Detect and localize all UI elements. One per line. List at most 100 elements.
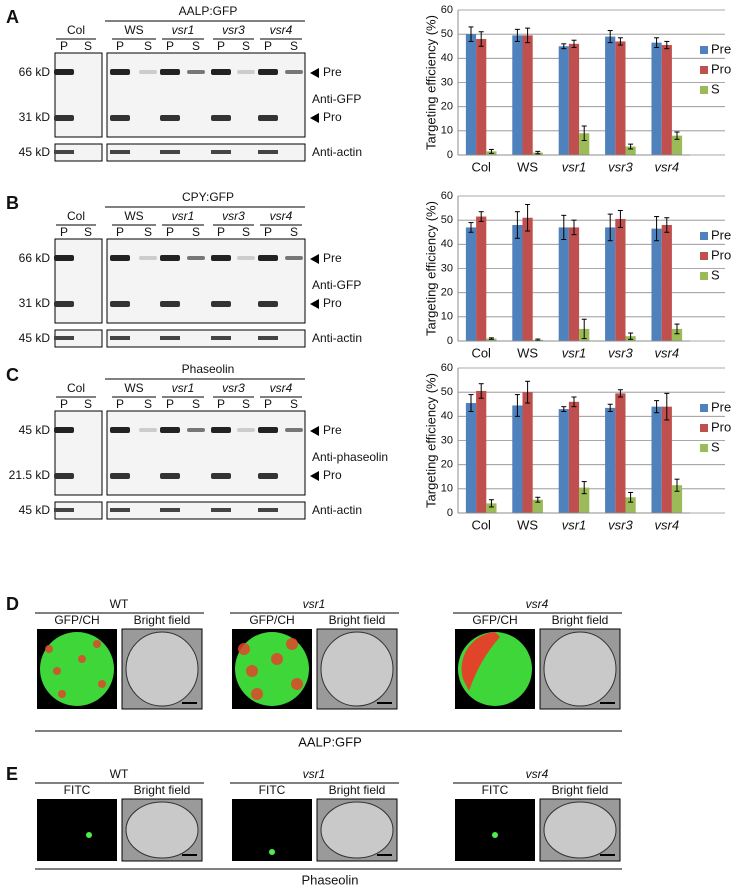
error-bar	[607, 213, 613, 242]
band	[258, 427, 278, 433]
bar	[558, 227, 569, 341]
bar	[532, 499, 543, 513]
chloroplast-signal	[78, 655, 86, 663]
bar	[671, 328, 683, 341]
band	[160, 301, 180, 307]
band	[160, 255, 180, 261]
construct-label: Phaseolin	[182, 362, 235, 376]
fraction-label: S	[84, 39, 92, 53]
channel-label: FITC	[259, 783, 286, 797]
genotype-label: vsr1	[303, 767, 326, 781]
x-tick-label: vsr1	[562, 345, 587, 360]
bar	[568, 43, 580, 156]
legend-label: S	[711, 267, 720, 282]
marker-label: 45 kD	[19, 331, 51, 345]
marker-label: 31 kD	[19, 296, 51, 310]
y-tick-label: 50	[441, 28, 453, 40]
channel-label: GFP/CH	[54, 613, 99, 627]
protoplast-outline	[543, 801, 617, 859]
error-bar	[561, 214, 567, 240]
legend-swatch	[700, 232, 708, 240]
band	[211, 301, 231, 307]
channel-label: GFP/CH	[472, 613, 517, 627]
band	[237, 428, 255, 432]
bar	[661, 45, 672, 155]
error-bar	[561, 406, 567, 412]
error-bar	[674, 323, 680, 335]
error-bar	[628, 491, 634, 503]
channel-label: GFP/CH	[249, 613, 294, 627]
genotype-label: vsr4	[526, 767, 549, 781]
error-bar	[468, 394, 474, 412]
lane-label: Col	[67, 209, 85, 223]
error-bar	[525, 203, 531, 232]
y-tick-label: 0	[447, 335, 453, 347]
y-tick-label: 30	[441, 76, 453, 88]
bar	[651, 42, 662, 155]
lane-label: Col	[67, 381, 85, 395]
genotype-label: WT	[110, 767, 129, 781]
band-arrow	[310, 113, 319, 123]
legend-swatch	[700, 404, 708, 412]
error-bar	[468, 222, 474, 233]
x-tick-label: vsr1	[562, 517, 587, 532]
legend-swatch	[700, 424, 708, 432]
band	[187, 256, 205, 260]
legend-swatch	[700, 272, 708, 280]
band	[160, 427, 180, 433]
fraction-label: S	[290, 397, 298, 411]
error-bar	[617, 37, 623, 46]
chloroplast-signal	[45, 645, 53, 653]
fraction-label: P	[264, 397, 272, 411]
bar	[605, 407, 616, 513]
fraction-label: S	[192, 225, 200, 239]
error-bar	[488, 499, 494, 508]
band	[54, 301, 74, 307]
protoplast-outline	[543, 631, 617, 707]
error-bar	[654, 37, 660, 48]
error-bar	[674, 131, 680, 140]
marker-label: 31 kD	[19, 110, 51, 124]
y-axis-label: Targeting efficiency (%)	[423, 373, 438, 508]
y-axis-label: Targeting efficiency (%)	[423, 15, 438, 150]
antibody-label: Anti-actin	[312, 145, 362, 159]
band	[160, 150, 180, 154]
band	[54, 508, 74, 512]
fraction-label: S	[290, 225, 298, 239]
fraction-label: P	[217, 225, 225, 239]
fraction-label: S	[144, 39, 152, 53]
legend-label: S	[711, 439, 720, 454]
band	[285, 256, 303, 260]
band-arrow	[310, 254, 319, 264]
channel-label: Bright field	[329, 783, 386, 797]
fraction-label: P	[116, 225, 124, 239]
error-bar	[514, 28, 520, 42]
x-tick-label: vsr4	[655, 517, 680, 532]
y-tick-label: 10	[441, 483, 453, 495]
band-arrow	[310, 68, 319, 78]
bar	[486, 503, 497, 513]
band	[237, 70, 255, 74]
fitc-dot	[86, 832, 92, 838]
fraction-label: S	[192, 39, 200, 53]
legend-swatch	[700, 86, 708, 94]
channel-label: Bright field	[552, 613, 609, 627]
band	[211, 69, 231, 75]
legend-label: Pre	[711, 399, 731, 414]
fluorescence-image	[37, 799, 117, 861]
x-tick-label: vsr4	[655, 345, 680, 360]
error-bar	[628, 332, 634, 340]
fraction-label: P	[217, 39, 225, 53]
band	[211, 336, 231, 340]
band	[160, 473, 180, 479]
error-bar	[561, 43, 567, 50]
lane-label: WS	[124, 209, 143, 223]
actin-frame	[106, 501, 306, 520]
x-tick-label: Col	[471, 345, 491, 360]
band	[110, 301, 130, 307]
fraction-label: P	[264, 39, 272, 53]
band	[258, 255, 278, 261]
band	[139, 70, 157, 74]
error-bar	[617, 389, 623, 398]
bar	[512, 35, 523, 155]
